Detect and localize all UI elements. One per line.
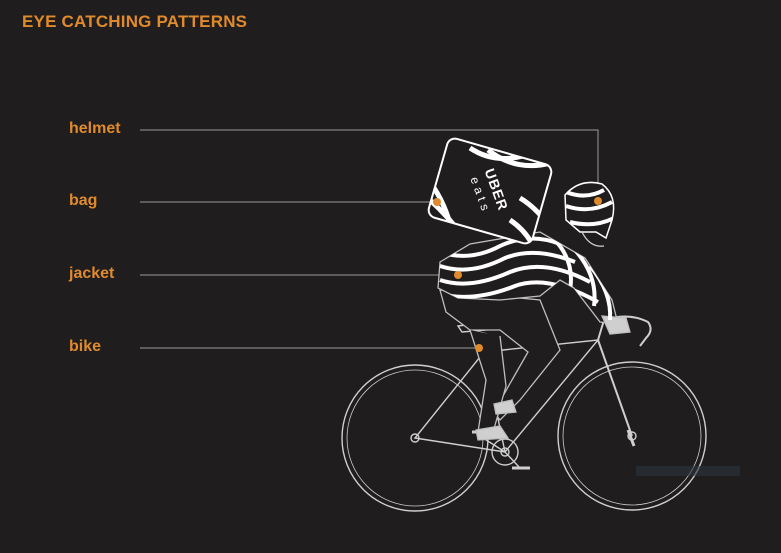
callout-label-jacket: jacket <box>69 265 115 282</box>
callout-dot-bike <box>475 344 483 352</box>
delivery-bag: UBER eats <box>427 137 554 246</box>
callout-dots <box>433 197 602 352</box>
front-wheel <box>557 361 707 511</box>
page-title: EYE CATCHING PATTERNS <box>22 12 248 31</box>
callout-label-helmet: helmet <box>69 120 121 137</box>
chainring <box>491 438 519 466</box>
callout-label-bike: bike <box>69 338 102 355</box>
callout-lines <box>140 129 599 349</box>
callout-label-bag: bag <box>69 192 98 209</box>
callout-line-helmet <box>140 129 599 200</box>
watermark-bar <box>636 466 740 476</box>
rider-drawing <box>437 231 631 441</box>
callout-dot-jacket <box>454 271 462 279</box>
helmet <box>564 181 615 247</box>
callout-dot-helmet <box>594 197 602 205</box>
callout-dot-bag <box>433 198 441 206</box>
